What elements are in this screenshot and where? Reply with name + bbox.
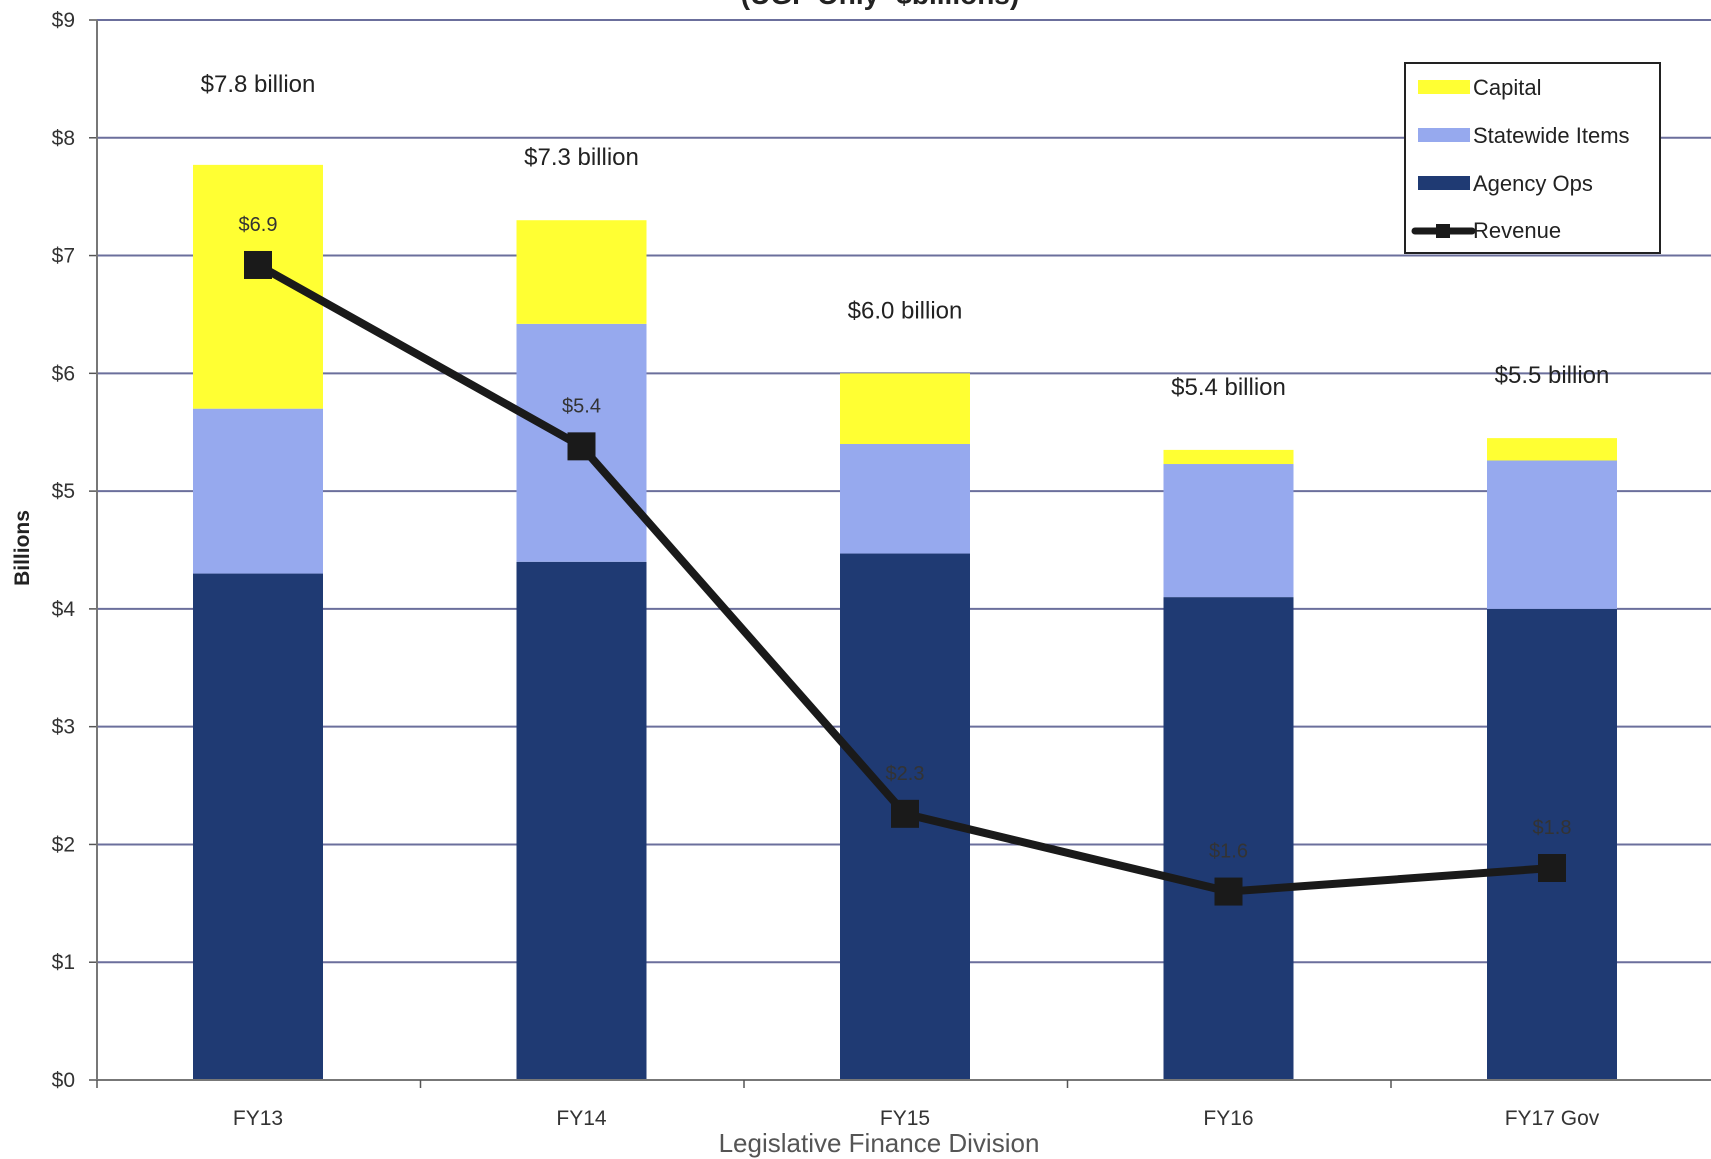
total-label: $6.0 billion <box>848 297 963 324</box>
y-tick-label: $3 <box>52 716 75 739</box>
y-axis-title: Billions <box>11 510 34 586</box>
bar-statewide-items <box>193 408 323 574</box>
y-tick-label: $7 <box>52 245 75 268</box>
x-tick-label: FY13 <box>233 1107 283 1130</box>
bar-agency-ops <box>516 561 647 1080</box>
bar-capital <box>1487 438 1617 461</box>
chart-title: (UGF Only- $billions) <box>741 0 1019 10</box>
y-tick-label: $1 <box>52 951 75 974</box>
x-tick-label: FY15 <box>880 1107 930 1130</box>
data-labels: $7.8 billion $7.3 billion $6.0 billion $5.4… <box>201 71 1610 863</box>
total-label: $5.5 billion <box>1495 362 1610 389</box>
bar-capital <box>516 220 647 324</box>
revenue-marker <box>891 799 919 828</box>
revenue-data-label: $2.3 <box>886 763 925 785</box>
legend-label-statewide-items: Statewide Items <box>1473 123 1630 148</box>
legend-marker-revenue <box>1436 224 1450 238</box>
bar-statewide-items <box>840 444 970 554</box>
x-tick-label: FY16 <box>1203 1107 1253 1130</box>
x-tick-label: FY14 <box>556 1107 607 1130</box>
revenue-line <box>244 250 1566 906</box>
axes: $0 $1 $2 $3 $4 $5 $6 $7 $8 $9 FY13 FY14 FY15 FY16 FY17… <box>52 9 1711 1130</box>
revenue-marker <box>1214 877 1243 906</box>
legend-label-agency-ops: Agency Ops <box>1473 171 1593 196</box>
revenue-data-label: $1.8 <box>1533 817 1572 839</box>
revenue-data-label: $5.4 <box>562 395 601 417</box>
legend-swatch-capital <box>1418 80 1470 94</box>
y-tick-label: $8 <box>52 127 75 150</box>
bars <box>193 164 1617 1080</box>
revenue-data-label: $6.9 <box>239 214 278 236</box>
y-tick-label: $0 <box>52 1069 75 1092</box>
total-label: $7.3 billion <box>524 144 639 171</box>
bar-agency-ops <box>1487 608 1617 1080</box>
bar-statewide-items <box>1487 460 1617 609</box>
y-tick-label: $5 <box>52 480 75 503</box>
bar-agency-ops <box>1163 597 1294 1080</box>
bar-capital <box>1163 449 1294 465</box>
revenue-marker <box>1538 854 1566 882</box>
legend: Capital Statewide Items Agency Ops Reven… <box>1404 62 1661 254</box>
source-label: Legislative Finance Division <box>719 1128 1040 1158</box>
revenue-marker <box>567 432 596 461</box>
legend-box <box>1404 62 1661 254</box>
legend-swatch-statewide-items <box>1418 128 1470 142</box>
legend-swatch-agency-ops <box>1418 176 1470 190</box>
bar-agency-ops <box>193 573 323 1080</box>
legend-label-capital: Capital <box>1473 75 1541 100</box>
bar-statewide-items <box>1163 464 1294 598</box>
total-label: $7.8 billion <box>201 71 316 98</box>
x-tick-label: FY17 Gov <box>1505 1107 1600 1130</box>
y-tick-label: $2 <box>52 833 75 856</box>
y-tick-label: $6 <box>52 362 75 385</box>
bar-capital <box>840 373 970 444</box>
y-tick-label: $9 <box>52 9 75 32</box>
total-label: $5.4 billion <box>1171 374 1286 401</box>
y-tick-label: $4 <box>52 598 76 621</box>
legend-label-revenue: Revenue <box>1473 218 1561 243</box>
revenue-marker <box>244 250 272 279</box>
revenue-data-label: $1.6 <box>1209 841 1248 863</box>
